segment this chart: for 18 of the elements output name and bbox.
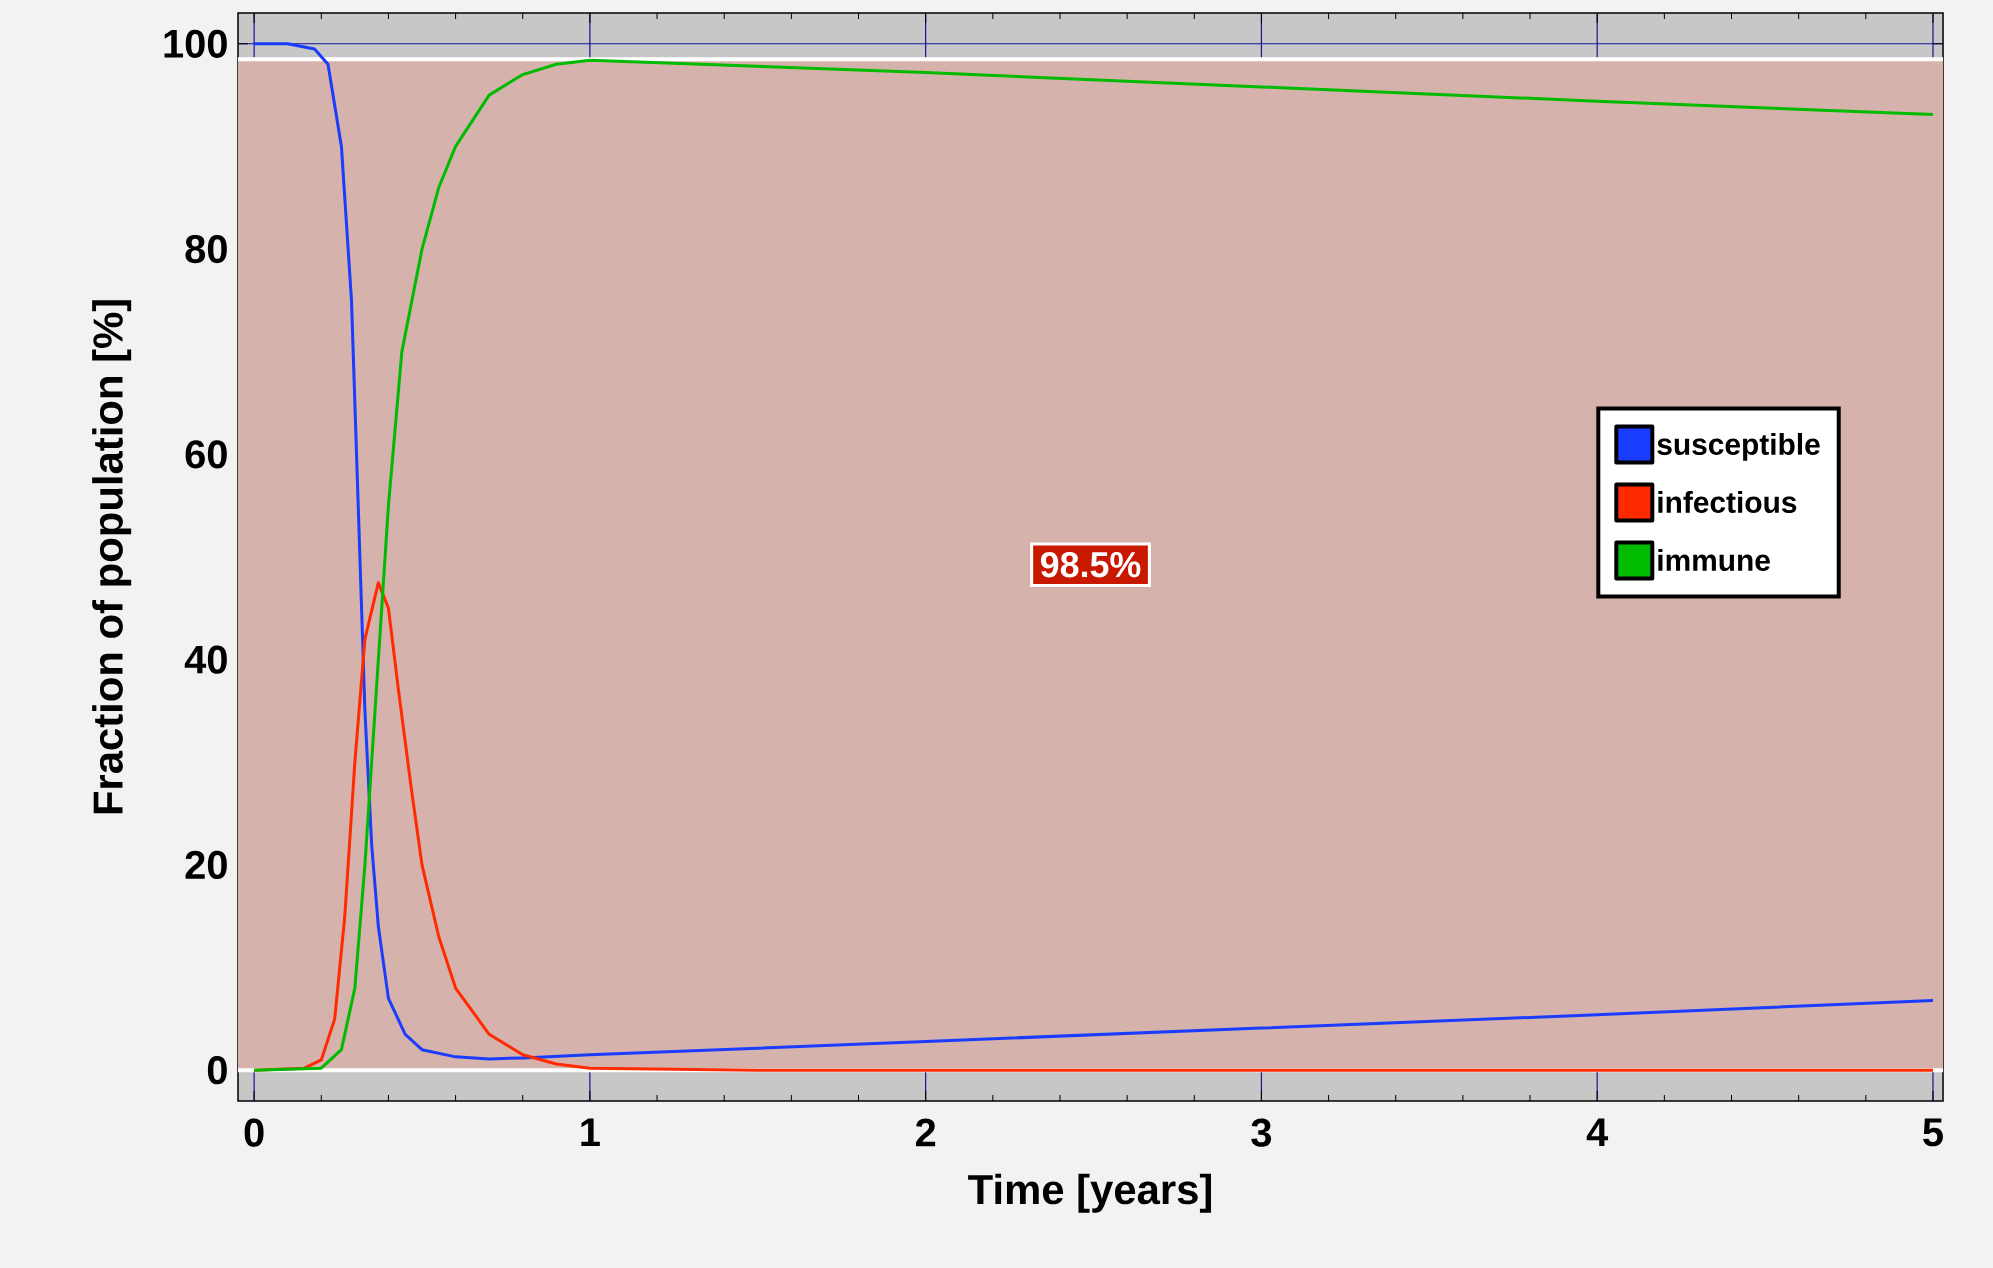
legend-label: immune [1658, 549, 1770, 571]
x-tick-label: 0 [244, 1118, 264, 1147]
x-tick-label: 2 [915, 1118, 936, 1147]
x-tick-label: 1 [581, 1118, 600, 1146]
x-tick-label: 4 [1586, 1118, 1609, 1146]
band-label: 98.5% [1040, 552, 1141, 578]
y-tick-label: 60 [185, 440, 227, 469]
x-tick-label: 5 [1923, 1118, 1943, 1147]
y-tick-label: 100 [164, 29, 227, 58]
legend-label: susceptible [1657, 433, 1820, 461]
y-tick-label: 40 [184, 645, 227, 674]
y-axis-title: Fraction of population [%] [92, 300, 132, 814]
x-tick-label: 3 [1251, 1118, 1272, 1147]
legend-label: infectious [1658, 491, 1797, 513]
y-tick-label: 0 [207, 1056, 227, 1085]
y-tick-label: 80 [185, 234, 227, 264]
x-axis-title: Time [years] [968, 1173, 1211, 1213]
y-tick-label: 20 [185, 850, 227, 880]
